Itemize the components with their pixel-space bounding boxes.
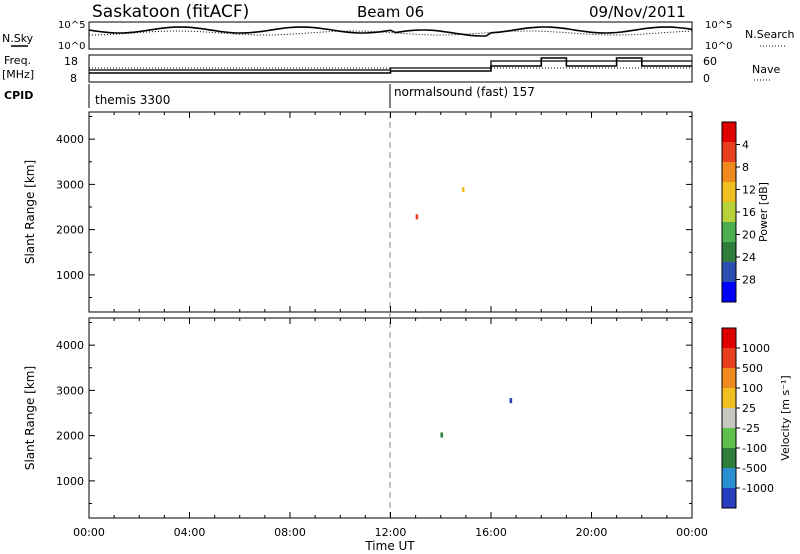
freq-unit: [MHz]	[2, 68, 34, 81]
velocity-colorbar-label: Velocity [m s⁻¹]	[779, 375, 792, 460]
range-tick-label: 2000	[56, 430, 84, 443]
nsky-tick-bottom: 10^0	[58, 41, 85, 52]
colorbar-swatch	[722, 122, 736, 142]
colorbar-tick-label: -100	[742, 442, 767, 455]
velocity-scatter	[440, 398, 513, 438]
range-tick-label: 2000	[56, 224, 84, 237]
time-tick-label: 16:00	[475, 526, 507, 539]
cpid-row: CPID themis 3300 normalsound (fast) 157	[4, 84, 535, 108]
power-ylabel: Slant Range [km]	[23, 160, 37, 264]
nsky-tick-top: 10^5	[58, 20, 85, 31]
nave-trace	[89, 57, 692, 74]
station-title: Saskatoon (fitACF)	[92, 2, 249, 22]
power-colorbar: 4 8 12 16 20 24 28	[721, 121, 756, 303]
time-axis-label: Time UT	[364, 539, 415, 553]
colorbar-swatch	[722, 408, 736, 428]
colorbar-tick-label: -500	[742, 462, 767, 475]
range-tick-label: 1000	[56, 269, 84, 282]
nave-label: Nave	[752, 63, 780, 76]
colorbar-tick-label: 20	[742, 229, 756, 242]
colorbar-tick-label: 16	[742, 206, 756, 219]
freq-panel: Freq. [MHz] 18 8 60 0 Nave	[2, 54, 780, 85]
colorbar-tick-label: 4	[742, 139, 749, 152]
time-tick-label: 00:00	[676, 526, 708, 539]
beam-title: Beam 06	[357, 3, 424, 21]
colorbar-swatch	[722, 368, 736, 388]
cpid-normalsound: normalsound (fast) 157	[394, 85, 535, 99]
colorbar-swatch	[722, 388, 736, 408]
time-axis: 00:00 04:00 08:00 12:00 16:00 20:00 00:00	[73, 112, 708, 539]
time-tick-label: 20:00	[576, 526, 608, 539]
colorbar-swatch	[722, 202, 736, 222]
range-tick-label: 1000	[56, 475, 84, 488]
colorbar-tick-label: 12	[742, 184, 756, 197]
freq-tick-bottom: 8	[70, 72, 77, 85]
cpid-label: CPID	[4, 89, 33, 102]
nave-tick-bottom: 0	[703, 72, 710, 85]
colorbar-swatch	[722, 468, 736, 488]
time-tick-label: 08:00	[274, 526, 306, 539]
nsearch-tick-top: 10^5	[705, 20, 732, 31]
colorbar-tick-label: 100	[742, 382, 763, 395]
colorbar-tick-label: -1000	[742, 482, 774, 495]
colorbar-tick-label: -25	[742, 422, 760, 435]
power-colorbar-label: Power [dB]	[757, 182, 770, 242]
colorbar-tick-label: 1000	[742, 342, 770, 355]
colorbar-swatch	[722, 142, 736, 162]
velocity-colorbar: 1000 500 100 25 -25 -100 -500 -1000	[721, 327, 774, 509]
echo-cell	[461, 187, 465, 193]
colorbar-tick-label: 8	[742, 161, 749, 174]
nsky-label: N.Sky	[2, 32, 34, 45]
time-tick-label: 04:00	[174, 526, 206, 539]
range-tick-label: 3000	[56, 384, 84, 397]
colorbar-swatch	[722, 222, 736, 242]
range-tick-label: 3000	[56, 178, 84, 191]
nsearch-tick-bottom: 10^0	[705, 41, 732, 52]
colorbar-swatch	[722, 448, 736, 468]
colorbar-tick-label: 24	[742, 251, 756, 264]
echo-cell	[509, 398, 513, 404]
range-tick-label: 4000	[56, 339, 84, 352]
power-scatter	[415, 187, 465, 220]
colorbar-tick-label: 25	[742, 402, 756, 415]
velocity-panel: 1000 2000 3000 4000 Slant Range [km] 1000 50…	[23, 317, 792, 519]
power-panel: 1000 2000 3000 4000 Slant Range [km] 4 8 12 16…	[23, 111, 770, 313]
echo-cell	[440, 432, 444, 438]
colorbar-swatch	[722, 262, 736, 282]
colorbar-swatch	[722, 428, 736, 448]
freq-tick-top: 18	[64, 55, 78, 68]
colorbar-swatch	[722, 182, 736, 202]
range-tick-label: 4000	[56, 133, 84, 146]
colorbar-tick-label: 500	[742, 362, 763, 375]
cpid-themis: themis 3300	[95, 93, 170, 107]
velocity-ylabel: Slant Range [km]	[23, 366, 37, 470]
nave-tick-top: 60	[703, 55, 717, 68]
colorbar-swatch	[722, 348, 736, 368]
time-tick-label: 12:00	[375, 526, 407, 539]
colorbar-tick-label: 28	[742, 274, 756, 287]
colorbar-swatch	[722, 242, 736, 262]
colorbar-swatch	[722, 328, 736, 348]
date-title: 09/Nov/2011	[589, 3, 686, 21]
colorbar-swatch	[722, 162, 736, 182]
colorbar-swatch	[722, 282, 736, 302]
nsky-panel: N.Sky 10^5 10^0 10^5 10^0 N.Search	[2, 20, 795, 52]
colorbar-swatch	[722, 488, 736, 508]
freq-label: Freq.	[4, 54, 31, 67]
nsky-trace	[88, 26, 693, 37]
nsearch-label: N.Search	[745, 28, 795, 41]
time-tick-label: 00:00	[73, 526, 105, 539]
echo-cell	[415, 214, 419, 220]
